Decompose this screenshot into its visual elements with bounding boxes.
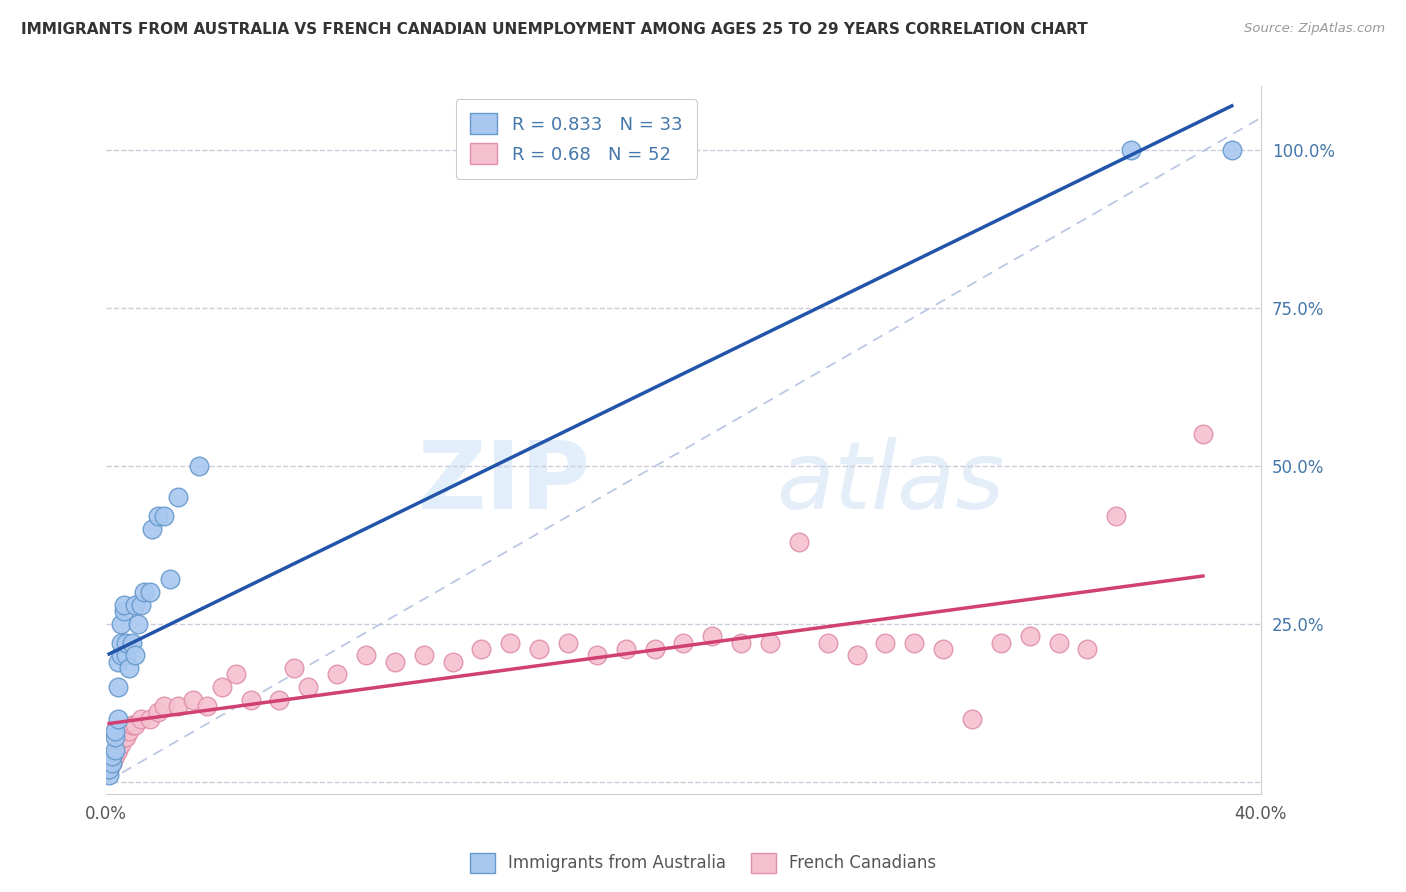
Legend: Immigrants from Australia, French Canadians: Immigrants from Australia, French Canadi…	[463, 847, 943, 880]
Point	[115, 648, 138, 663]
Point	[283, 661, 305, 675]
Point	[159, 573, 181, 587]
Point	[148, 705, 170, 719]
Point	[110, 616, 132, 631]
Point	[817, 635, 839, 649]
Point	[297, 680, 319, 694]
Point	[326, 667, 349, 681]
Point	[470, 642, 492, 657]
Point	[98, 768, 121, 782]
Text: IMMIGRANTS FROM AUSTRALIA VS FRENCH CANADIAN UNEMPLOYMENT AMONG AGES 25 TO 29 YE: IMMIGRANTS FROM AUSTRALIA VS FRENCH CANA…	[21, 22, 1088, 37]
Point	[112, 598, 135, 612]
Legend: R = 0.833   N = 33, R = 0.68   N = 52: R = 0.833 N = 33, R = 0.68 N = 52	[456, 99, 697, 178]
Point	[118, 724, 141, 739]
Point	[354, 648, 377, 663]
Point	[118, 661, 141, 675]
Point	[115, 731, 138, 745]
Point	[1047, 635, 1070, 649]
Point	[138, 585, 160, 599]
Point	[110, 737, 132, 751]
Point	[239, 692, 262, 706]
Point	[107, 655, 129, 669]
Point	[112, 604, 135, 618]
Point	[138, 712, 160, 726]
Point	[124, 718, 146, 732]
Point	[104, 743, 127, 757]
Point	[990, 635, 1012, 649]
Point	[672, 635, 695, 649]
Point	[110, 635, 132, 649]
Point	[181, 692, 204, 706]
Point	[211, 680, 233, 694]
Point	[101, 756, 124, 770]
Point	[110, 648, 132, 663]
Point	[960, 712, 983, 726]
Point	[129, 598, 152, 612]
Point	[1018, 629, 1040, 643]
Point	[124, 648, 146, 663]
Point	[112, 731, 135, 745]
Point	[903, 635, 925, 649]
Point	[124, 598, 146, 612]
Point	[932, 642, 955, 657]
Point	[107, 680, 129, 694]
Point	[441, 655, 464, 669]
Point	[1220, 143, 1243, 157]
Point	[1192, 427, 1215, 442]
Point	[730, 635, 752, 649]
Point	[167, 698, 190, 713]
Point	[845, 648, 868, 663]
Point	[614, 642, 637, 657]
Point	[527, 642, 550, 657]
Point	[104, 731, 127, 745]
Point	[127, 616, 149, 631]
Point	[384, 655, 406, 669]
Point	[225, 667, 247, 681]
Point	[412, 648, 434, 663]
Point	[98, 762, 121, 776]
Point	[148, 509, 170, 524]
Point	[115, 635, 138, 649]
Point	[499, 635, 522, 649]
Point	[101, 749, 124, 764]
Point	[759, 635, 782, 649]
Point	[153, 509, 176, 524]
Point	[269, 692, 291, 706]
Point	[98, 762, 121, 776]
Point	[586, 648, 609, 663]
Point	[121, 635, 143, 649]
Point	[107, 743, 129, 757]
Point	[132, 585, 155, 599]
Point	[195, 698, 218, 713]
Text: ZIP: ZIP	[418, 437, 591, 529]
Point	[107, 712, 129, 726]
Point	[121, 718, 143, 732]
Point	[787, 534, 810, 549]
Point	[1076, 642, 1098, 657]
Point	[153, 698, 176, 713]
Point	[187, 458, 209, 473]
Point	[141, 522, 163, 536]
Point	[1105, 509, 1128, 524]
Point	[875, 635, 897, 649]
Point	[167, 490, 190, 504]
Text: atlas: atlas	[776, 437, 1004, 528]
Point	[101, 756, 124, 770]
Point	[1119, 143, 1142, 157]
Point	[104, 724, 127, 739]
Point	[702, 629, 724, 643]
Point	[129, 712, 152, 726]
Text: Source: ZipAtlas.com: Source: ZipAtlas.com	[1244, 22, 1385, 36]
Point	[104, 749, 127, 764]
Point	[557, 635, 579, 649]
Point	[644, 642, 666, 657]
